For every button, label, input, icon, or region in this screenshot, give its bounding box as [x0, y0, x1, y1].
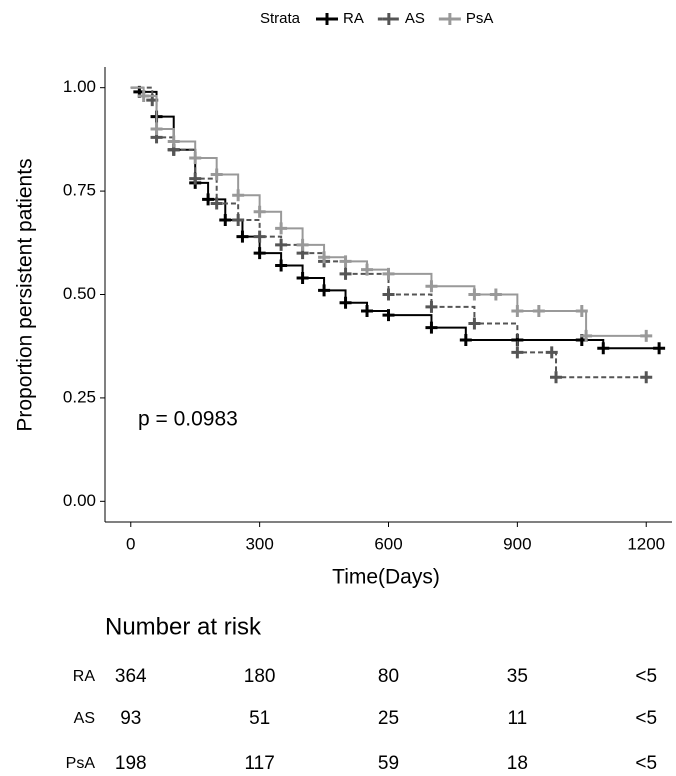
risk-count: 364: [115, 666, 147, 687]
censor-mark: [296, 271, 309, 284]
censor-mark: [232, 189, 245, 202]
censor-mark: [459, 334, 472, 346]
risk-count: 25: [378, 708, 399, 729]
censor-mark: [339, 296, 352, 309]
x-axis-label: Time(Days): [332, 566, 440, 589]
risk-count: 117: [244, 753, 274, 774]
risk-row-label: AS: [74, 710, 95, 727]
risk-count: <5: [635, 708, 657, 729]
censor-mark: [382, 309, 395, 322]
censor-mark: [653, 342, 666, 355]
censor-mark: [361, 305, 374, 318]
risk-count: 198: [115, 753, 147, 774]
y-tick-label: 1.00: [63, 77, 96, 96]
censor-mark: [232, 214, 245, 227]
risk-count: 59: [378, 753, 399, 774]
risk-count: <5: [635, 666, 657, 687]
censor-mark: [318, 251, 331, 264]
y-tick-label: 0.25: [63, 387, 96, 406]
censor-mark: [275, 259, 288, 272]
risk-row-label: PsA: [66, 755, 96, 772]
censor-mark: [210, 168, 223, 181]
risk-count: 35: [507, 666, 528, 687]
censor-mark: [425, 300, 438, 313]
censor-mark: [339, 267, 352, 280]
risk-count: 80: [378, 666, 399, 687]
x-tick-label: 600: [374, 534, 402, 553]
censor-mark: [545, 346, 558, 359]
survival-curve: [130, 86, 647, 379]
censor-mark: [253, 230, 266, 243]
censor-mark: [339, 255, 352, 268]
risk-table-title: Number at risk: [105, 613, 262, 640]
censor-mark: [382, 288, 395, 301]
y-tick-label: 0.50: [63, 284, 96, 303]
legend-marker: [382, 13, 395, 25]
censor-mark: [210, 197, 223, 210]
censor-mark: [511, 346, 524, 359]
risk-count: <5: [635, 753, 657, 774]
legend-label: PsA: [466, 10, 494, 27]
censor-mark: [489, 288, 502, 301]
survival-curve: [130, 86, 647, 337]
y-axis-label: Proportion persistent patients: [14, 158, 37, 431]
censor-mark: [202, 193, 215, 206]
risk-count: 11: [507, 708, 527, 729]
y-tick-label: 0.00: [63, 491, 96, 510]
censor-mark: [468, 317, 481, 330]
censor-mark: [167, 135, 180, 148]
censor-mark: [382, 267, 395, 280]
censor-mark: [189, 172, 202, 185]
censor-mark: [253, 205, 266, 218]
risk-count: 180: [244, 666, 276, 687]
x-tick-label: 900: [503, 534, 531, 553]
censor-mark: [253, 247, 266, 260]
censor-mark: [640, 329, 653, 342]
censor-mark: [425, 321, 438, 334]
censor-mark: [275, 238, 288, 251]
survival-curve: [130, 86, 660, 350]
censor-mark: [219, 214, 232, 227]
x-tick-label: 0: [126, 534, 135, 553]
censor-mark: [275, 222, 288, 235]
risk-row-label: RA: [73, 668, 96, 685]
legend-title: Strata: [260, 10, 301, 27]
censor-mark: [361, 263, 374, 276]
legend-marker: [321, 13, 333, 25]
censor-mark: [189, 152, 202, 164]
legend-label: RA: [343, 10, 364, 27]
censor-mark: [511, 305, 524, 318]
censor-mark: [532, 305, 545, 318]
censor-mark: [296, 238, 309, 251]
censor-mark: [597, 342, 610, 355]
censor-mark: [575, 305, 588, 318]
censor-mark: [137, 89, 150, 102]
annotation: p = 0.0983: [138, 408, 238, 431]
y-tick-label: 0.75: [63, 181, 96, 200]
censor-mark: [640, 371, 653, 384]
x-tick-label: 300: [245, 534, 273, 553]
censor-mark: [580, 329, 593, 342]
censor-mark: [468, 288, 481, 301]
legend-label: AS: [405, 10, 425, 27]
legend-marker: [443, 13, 456, 25]
risk-count: 18: [507, 753, 528, 774]
risk-count: 93: [120, 708, 141, 729]
censor-mark: [318, 284, 331, 297]
censor-mark: [150, 123, 163, 136]
censor-mark: [550, 371, 563, 384]
censor-mark: [425, 280, 438, 293]
risk-count: 51: [249, 708, 270, 729]
censor-mark: [236, 230, 249, 243]
x-tick-label: 1200: [627, 534, 665, 553]
